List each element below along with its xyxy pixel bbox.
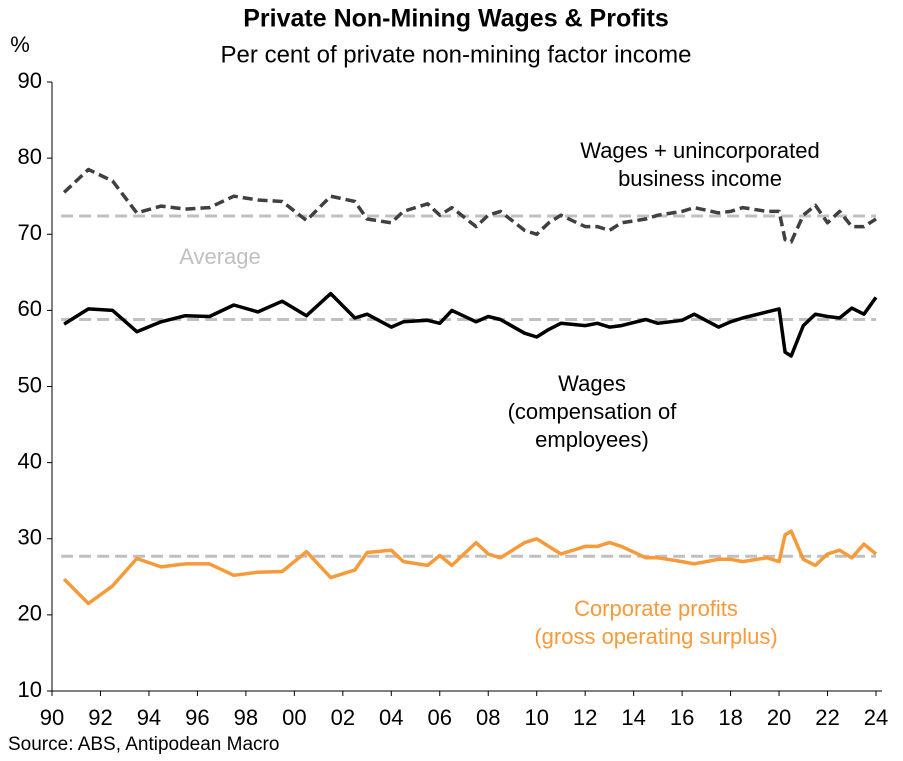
x-tick-label: 20 xyxy=(767,705,791,730)
x-tick-label: 12 xyxy=(573,705,597,730)
y-tick-label: 40 xyxy=(18,448,42,473)
y-axis-label: % xyxy=(10,32,30,57)
x-tick-label: 92 xyxy=(88,705,112,730)
x-tick-label: 90 xyxy=(40,705,64,730)
x-tick-label: 98 xyxy=(234,705,258,730)
y-tick-label: 30 xyxy=(18,525,42,550)
series-label: employees) xyxy=(535,427,649,452)
y-tick-label: 70 xyxy=(18,220,42,245)
chart-title: Private Non-Mining Wages & Profits xyxy=(243,5,669,33)
x-tick-label: 00 xyxy=(282,705,306,730)
x-tick-label: 02 xyxy=(331,705,355,730)
x-tick-label: 04 xyxy=(379,705,403,730)
series-label: (compensation of xyxy=(508,399,678,424)
x-tick-label: 18 xyxy=(718,705,742,730)
x-tick-label: 24 xyxy=(864,705,888,730)
y-tick-label: 50 xyxy=(18,372,42,397)
x-tick-label: 10 xyxy=(524,705,548,730)
series-line xyxy=(62,529,878,606)
chart-subtitle: Per cent of private non-mining factor in… xyxy=(221,41,692,68)
series-label: Wages xyxy=(558,371,626,396)
y-tick-label: 20 xyxy=(18,601,42,626)
y-tick-label: 60 xyxy=(18,296,42,321)
series-label: business income xyxy=(618,166,782,191)
series-line xyxy=(63,291,878,358)
series-label: Corporate profits xyxy=(574,596,738,621)
average-label: Average xyxy=(179,244,261,269)
series-line xyxy=(62,167,877,244)
x-tick-label: 96 xyxy=(185,705,209,730)
y-tick-label: 10 xyxy=(18,677,42,702)
y-tick-label: 90 xyxy=(18,68,42,93)
x-tick-label: 14 xyxy=(621,705,645,730)
series-label: Wages + unincorporated xyxy=(580,138,820,163)
x-tick-label: 08 xyxy=(476,705,500,730)
series-label: (gross operating surplus) xyxy=(534,624,777,649)
x-tick-label: 16 xyxy=(670,705,694,730)
y-tick-label: 80 xyxy=(18,144,42,169)
source: Source: ABS, Antipodean Macro xyxy=(8,734,279,755)
x-tick-label: 94 xyxy=(137,705,161,730)
x-tick-label: 22 xyxy=(815,705,839,730)
x-tick-label: 06 xyxy=(428,705,452,730)
